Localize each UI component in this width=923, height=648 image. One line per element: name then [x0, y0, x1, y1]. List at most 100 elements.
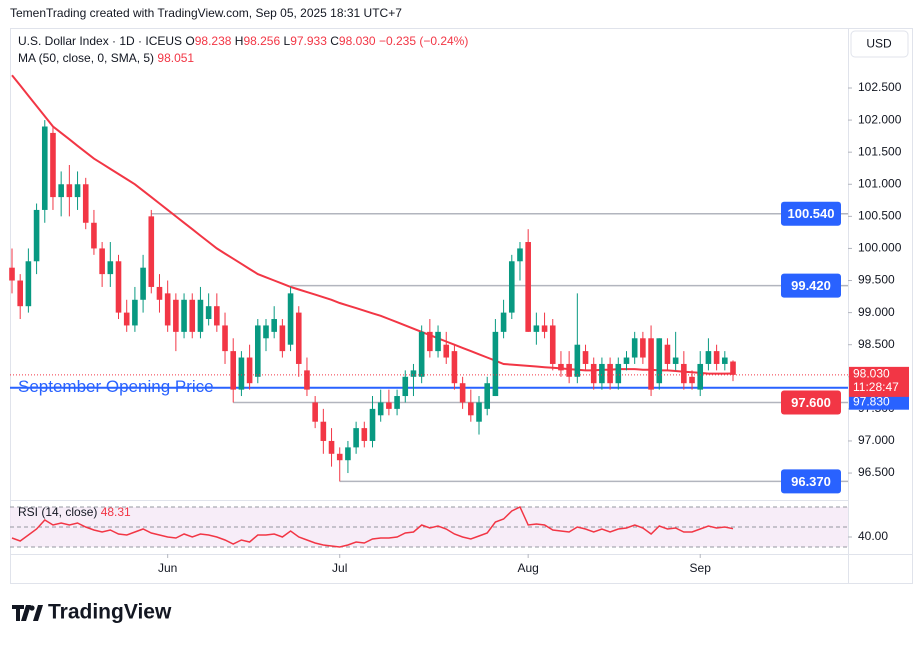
candle-body — [271, 319, 277, 332]
candle-body — [91, 222, 97, 249]
candle-body — [82, 184, 89, 223]
candle-body — [582, 351, 589, 364]
x-tick-label: Aug — [517, 561, 538, 575]
candle-body — [681, 363, 687, 384]
candle-body — [713, 351, 720, 364]
ohlc-value: 98.238 — [195, 34, 232, 48]
y-tick-label: 101.500 — [858, 144, 902, 158]
candle-body — [189, 299, 196, 332]
y-tick-label: 96.500 — [858, 465, 895, 479]
candle-body — [164, 293, 171, 326]
candle-body — [58, 184, 64, 198]
candle-body — [295, 312, 302, 364]
candle-body — [402, 376, 409, 397]
x-tick-label: Jul — [332, 561, 347, 575]
candle-body — [541, 325, 548, 332]
y-tick-label: 97.000 — [858, 433, 895, 447]
candle-body — [369, 408, 376, 441]
candle-body — [25, 261, 32, 307]
opening-axis-badge — [849, 393, 909, 410]
candle-body — [689, 376, 695, 384]
candle-body — [156, 286, 163, 300]
ohlc-value: 97.933 — [290, 34, 327, 48]
candle-body — [722, 357, 728, 364]
candle-body — [377, 402, 384, 416]
candle-body — [254, 325, 261, 377]
candle-body — [574, 344, 581, 377]
candle-body — [459, 383, 466, 403]
candle-body — [418, 331, 425, 377]
candle-body — [386, 402, 392, 409]
opening-label: September Opening Price — [18, 377, 214, 396]
level-label: 100.540 — [788, 206, 835, 221]
candle-body — [214, 306, 220, 326]
ohlc-key: L — [284, 34, 291, 48]
y-tick-label: 100.000 — [858, 241, 902, 255]
ma-value: 98.051 — [157, 51, 194, 65]
rsi-tick-label: 40.00 — [858, 529, 888, 543]
candle-body — [525, 242, 531, 332]
header: TemenTrading created with TradingView.co… — [10, 6, 402, 20]
candle-body — [468, 402, 474, 416]
currency-label: USD — [866, 37, 892, 51]
countdown: 11:28:47 — [853, 380, 899, 394]
last-price-label: 98.030 — [853, 367, 890, 381]
candle-body — [222, 325, 228, 352]
candle-body — [115, 261, 122, 313]
legend-row: U.S. Dollar Index · 1D · ICEUS O98.238 H… — [18, 34, 468, 48]
candle-body — [533, 325, 540, 332]
rsi-name: RSI (14, close) — [18, 505, 97, 519]
symbol: U.S. Dollar Index · 1D · ICEUS — [18, 34, 182, 48]
candle-body — [173, 299, 179, 332]
candle-body — [476, 402, 482, 422]
candle-body — [664, 344, 671, 364]
rsi-line — [11, 505, 734, 548]
y-tick-label: 102.000 — [858, 112, 902, 126]
candle-body — [336, 453, 343, 461]
candle-body — [320, 421, 327, 441]
level-badge — [781, 390, 841, 415]
candle-body — [66, 184, 73, 198]
candle-body — [287, 293, 294, 345]
candle-body — [304, 370, 310, 390]
level-label: 99.420 — [791, 278, 831, 293]
candle-body — [230, 351, 237, 390]
candle-body — [205, 306, 212, 320]
y-tick-label: 99.500 — [858, 273, 895, 287]
legend-row: MA (50, close, 0, SMA, 5) 98.051 — [18, 51, 194, 65]
candle-body — [345, 447, 351, 461]
level-badge — [781, 469, 841, 494]
ohlc-key: H — [235, 34, 244, 48]
x-tick-label: Sep — [690, 561, 712, 575]
candle-body — [492, 331, 499, 397]
candle-body — [140, 267, 146, 300]
level-label: 96.370 — [791, 474, 831, 489]
candle-body — [640, 338, 646, 358]
candle-body — [631, 338, 638, 358]
candle-body — [623, 357, 630, 364]
candle-body — [500, 312, 507, 332]
candle-body — [312, 402, 318, 422]
currency-button[interactable] — [850, 30, 909, 58]
candle-body — [74, 184, 81, 198]
candle-body — [705, 351, 712, 364]
candle-body — [590, 363, 597, 384]
level-badge — [781, 273, 841, 298]
candle-body — [361, 428, 368, 441]
candle-body — [197, 299, 204, 332]
y-tick-label: 100.500 — [858, 209, 902, 223]
brand: TradingView — [48, 601, 172, 624]
ohlc-key: O — [185, 34, 194, 48]
frame — [10, 28, 913, 584]
candle-body — [599, 363, 605, 384]
candle-body — [107, 261, 114, 275]
change: −0.235 (−0.24%) — [379, 34, 468, 48]
ma-name: MA (50, close, 0, SMA, 5) — [18, 51, 154, 65]
candle-body — [566, 363, 572, 377]
opening-axis-label: 97.830 — [853, 394, 890, 408]
ohlc-key: C — [330, 34, 339, 48]
y-tick-label: 101.000 — [858, 176, 902, 190]
candle-body — [648, 338, 654, 390]
candle-body — [615, 363, 622, 384]
